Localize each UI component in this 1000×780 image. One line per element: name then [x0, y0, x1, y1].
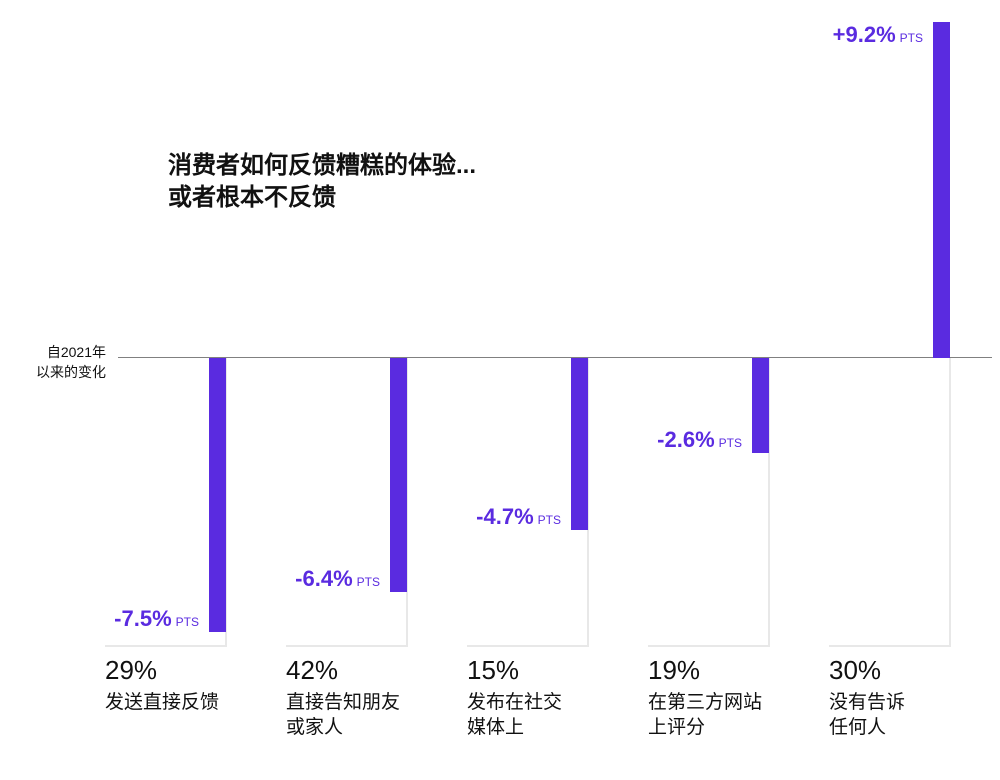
category-label-line: 没有告诉 [829, 692, 906, 713]
zero-baseline [118, 357, 992, 358]
category-label-line: 直接告知朋友 [286, 692, 401, 713]
bar [209, 358, 226, 632]
value-label: -6.4% PTS [295, 566, 380, 592]
value-number: -4.7% [476, 503, 534, 529]
category-label: 在第三方网站 上评分 [648, 690, 762, 740]
category-label: 发布在社交 媒体上 [467, 690, 562, 740]
column-frame [286, 358, 408, 647]
share-label: 42% [286, 655, 339, 685]
value-number: -7.5% [114, 605, 172, 631]
bar [571, 358, 588, 530]
column-frame [648, 358, 770, 647]
y-axis-label-line-2: 以来的变化 [36, 364, 106, 380]
value-label: -2.6% PTS [657, 427, 742, 453]
category-label-line: 发送直接反馈 [105, 692, 220, 713]
category-label: 直接告知朋友 或家人 [286, 690, 400, 740]
chart-title: 消费者如何反馈糟糕的体验... 或者根本不反馈 [168, 150, 476, 214]
value-label: -7.5% PTS [114, 606, 199, 632]
column-frame [467, 358, 589, 647]
bar [752, 358, 769, 453]
share-label: 29% [105, 655, 158, 685]
value-number: -6.4% [295, 565, 353, 591]
bar [933, 22, 950, 358]
value-label: -4.7% PTS [476, 504, 561, 530]
value-unit: PTS [537, 512, 561, 527]
column-frame [829, 358, 951, 647]
y-axis-label-line-1: 自2021年 [46, 344, 106, 360]
share-label: 30% [829, 655, 882, 685]
value-number: +9.2% [832, 22, 896, 48]
category-label-line: 或家人 [286, 717, 344, 738]
category-label-line: 媒体上 [467, 717, 525, 738]
column-frame [105, 358, 227, 647]
category-label: 发送直接反馈 [105, 690, 219, 715]
y-axis-label: 自2021年 以来的变化 [0, 342, 106, 382]
category-label-line: 任何人 [829, 717, 887, 738]
share-label: 15% [467, 655, 520, 685]
value-number: -2.6% [657, 426, 715, 452]
value-unit: PTS [899, 31, 923, 46]
category-label-line: 发布在社交 [467, 692, 563, 713]
category-label: 没有告诉 任何人 [829, 690, 905, 740]
category-label-line: 上评分 [648, 717, 706, 738]
title-line-1: 消费者如何反馈糟糕的体验... [168, 152, 477, 179]
bar [390, 358, 407, 592]
value-label: +9.2% PTS [833, 22, 923, 48]
title-line-2: 或者根本不反馈 [168, 184, 336, 211]
value-unit: PTS [175, 614, 199, 629]
share-label: 19% [648, 655, 701, 685]
category-label-line: 在第三方网站 [648, 692, 763, 713]
value-unit: PTS [718, 435, 742, 450]
value-unit: PTS [356, 574, 380, 589]
